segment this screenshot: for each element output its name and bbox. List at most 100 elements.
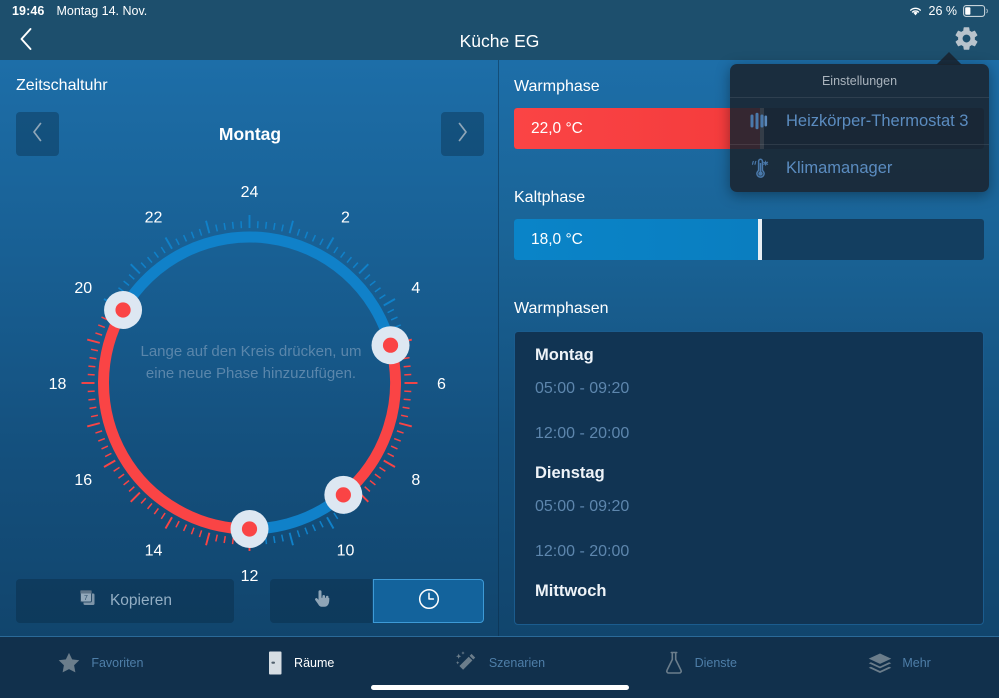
dial-handles[interactable] [104,291,410,548]
dial-segment[interactable] [118,231,396,347]
timer-action-buttons: 7 Kopieren [16,579,484,623]
dial-tick [280,224,284,232]
flask-icon [662,650,686,676]
tab-label: Dienste [694,656,737,670]
manual-mode-button[interactable] [270,579,372,623]
status-date: Montag 14. Nov. [56,4,148,18]
cold-slider-fill [514,219,759,260]
cold-phase-label: Kaltphase [514,189,586,206]
phase-day-heading: Dienstag [535,464,605,482]
dial-tick [273,535,276,544]
dial-handle[interactable] [230,510,269,548]
schedule-mode-button[interactable] [373,579,484,623]
dial-handle[interactable] [371,326,410,365]
dial-hour-label: 18 [49,376,67,393]
dial-tick [190,231,195,239]
dial-tick [123,280,130,287]
dial-tick [346,256,353,264]
dial-hour-label: 24 [241,184,259,201]
cold-temperature-slider[interactable]: 18,0 °C [514,219,984,260]
phase-time-range[interactable]: 05:00 - 09:20 [535,380,630,397]
hand-pointer-icon [311,588,331,615]
dial-tick [364,486,371,492]
phase-time-range[interactable]: 05:00 - 09:20 [535,498,630,515]
dial-tick [296,530,301,538]
dial-hour-label: 6 [437,376,446,393]
tab-label: Favoriten [91,656,144,670]
dial-tick [160,512,166,520]
dial-tick [95,332,103,336]
dial-hour-label: 12 [241,568,259,585]
copy-button[interactable]: 7 Kopieren [16,579,234,623]
tab-raeume[interactable]: Räume [200,637,400,698]
tab-mehr[interactable]: Mehr [799,637,999,698]
dial-hour-label: 8 [411,472,420,489]
dial-handle[interactable] [324,475,363,514]
dial-tick [123,479,130,486]
warm-phases-inner: Montag 05:00 - 09:20 12:00 - 20:00 Dienstag… [535,346,973,616]
dial-tick [369,479,376,486]
phase-time-range[interactable]: 12:00 - 20:00 [535,543,630,560]
chevron-left-icon [19,27,33,56]
tab-label: Mehr [902,656,931,670]
dial-tick [175,238,180,246]
popover-arrow [936,52,962,65]
dial-tick [383,298,396,307]
phase-day-heading: Mittwoch [535,582,607,600]
warm-phases-list[interactable]: Montag 05:00 - 09:20 12:00 - 20:00 Dienstag… [514,331,984,625]
dial-tick [231,221,235,229]
dial-tick [402,406,410,410]
dial-tick [223,535,226,544]
next-day-button[interactable] [441,112,484,156]
gear-icon [953,25,980,57]
dial-tick [182,524,188,532]
cold-slider-handle[interactable] [758,219,762,260]
dial-tick [403,398,411,401]
timer-panel: Zeitschaltuhr Montag [0,60,499,636]
wifi-icon [908,5,923,17]
tab-dienste[interactable]: Dienste [599,637,799,698]
schedule-dial[interactable]: 24 2 4 6 8 10 12 14 16 18 20 22 Lange auf den Kreis… [0,166,499,631]
dial-tick [89,406,97,410]
dial-tick [288,220,294,234]
home-indicator [370,685,629,690]
door-icon [265,649,285,677]
battery-percent: 26 % [928,4,958,18]
dial-tick [90,348,99,352]
phase-time-range[interactable]: 12:00 - 20:00 [535,425,630,442]
popover-item-radiator-thermostat[interactable]: Heizkörper-Thermostat 3 [730,98,989,145]
dial-tick [379,294,386,300]
settings-gear-button[interactable] [945,22,987,60]
dial-tick [160,246,166,254]
selected-day-label: Montag [218,123,282,144]
warm-slider-fill [514,108,762,149]
dial-tick [333,246,339,254]
dial-tick [403,365,411,368]
dial-handle[interactable] [104,291,143,329]
popover-item-climate-manager[interactable]: Klimamanager [730,145,989,192]
calendar-copy-icon: 7 [78,589,98,614]
dial-tick [358,263,369,275]
dial-tick [311,524,317,532]
thermometer-icon [746,157,772,181]
back-button[interactable] [6,22,46,60]
dial-segment[interactable] [339,343,402,500]
dial-segment[interactable] [98,307,250,535]
dial-tick [396,430,404,434]
previous-day-button[interactable] [16,112,59,156]
tab-szenarien[interactable]: Szenarien [400,637,600,698]
dial-tick [400,414,409,418]
star-icon [56,650,82,676]
dial-tick [398,422,413,428]
dial-tick [117,473,125,479]
dial-tick [86,338,101,344]
status-bar: 19:46 Montag 14. Nov. 26 % [0,0,999,22]
dial-tick [273,222,276,231]
magic-wand-icon [454,650,480,676]
svg-text:7: 7 [84,595,88,602]
tab-favoriten[interactable]: Favoriten [0,637,200,698]
dial-tick [264,221,268,229]
